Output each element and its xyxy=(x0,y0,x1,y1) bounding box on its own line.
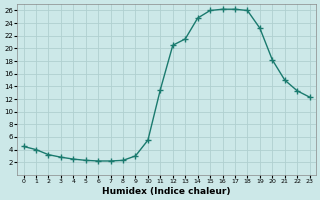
X-axis label: Humidex (Indice chaleur): Humidex (Indice chaleur) xyxy=(102,187,231,196)
